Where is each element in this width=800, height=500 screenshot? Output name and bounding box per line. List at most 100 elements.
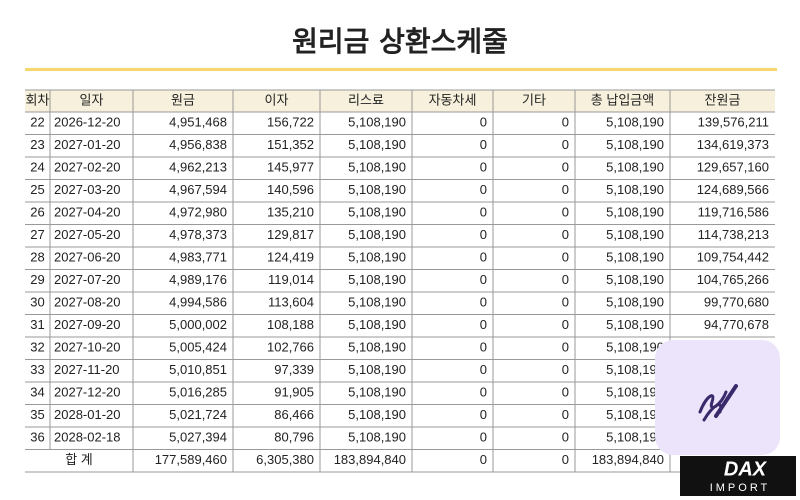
- cell: 5,027,394: [169, 430, 227, 445]
- cell: 2027-03-20: [54, 182, 121, 197]
- cell: 5,108,190: [348, 250, 406, 265]
- cell: 0: [480, 227, 487, 242]
- cell: 0: [562, 362, 569, 377]
- cell: 24: [30, 160, 44, 175]
- column-header: 리스료: [348, 92, 384, 107]
- cell: 0: [562, 295, 569, 310]
- cell: 2028-02-18: [54, 430, 121, 445]
- header-bg: [25, 90, 775, 112]
- cell: 31: [30, 317, 44, 332]
- cell: 5,000,002: [169, 317, 227, 332]
- cell: 5,108,190: [606, 340, 664, 355]
- cell: 2027-10-20: [54, 340, 121, 355]
- cell: 0: [562, 407, 569, 422]
- cell: 26: [30, 205, 44, 220]
- cell: 5,108,190: [606, 272, 664, 287]
- cell: 2027-04-20: [54, 205, 121, 220]
- cell: 5,108,190: [606, 317, 664, 332]
- cell: 5,016,285: [169, 385, 227, 400]
- cell: 91,905: [274, 385, 314, 400]
- cell: 97,339: [274, 362, 314, 377]
- cell: 2027-07-20: [54, 272, 121, 287]
- cell: 2027-05-20: [54, 227, 121, 242]
- total-label: 합 계: [65, 452, 93, 467]
- cell: 145,977: [267, 160, 314, 175]
- cell: 183,894,840: [334, 452, 406, 467]
- cell: 2027-01-20: [54, 137, 121, 152]
- column-header: 총 납입금액: [591, 92, 654, 107]
- logo-brand: DAX: [724, 458, 768, 480]
- cell: 0: [562, 317, 569, 332]
- cell: 151,352: [267, 137, 314, 152]
- cell: 2027-02-20: [54, 160, 121, 175]
- cell: 36: [30, 430, 44, 445]
- cell: 0: [480, 340, 487, 355]
- cell: 5,108,190: [606, 182, 664, 197]
- cell: 0: [562, 227, 569, 242]
- cell: 139,576,211: [698, 115, 769, 130]
- cell: 0: [480, 137, 487, 152]
- cell: 0: [480, 407, 487, 422]
- cell: 2028-01-20: [54, 407, 121, 422]
- cell: 119,716,586: [698, 205, 769, 220]
- cell: 135,210: [267, 205, 314, 220]
- cell: 5,108,190: [348, 227, 406, 242]
- cell: 5,108,190: [348, 272, 406, 287]
- cell: 0: [480, 295, 487, 310]
- cell: 108,188: [267, 317, 314, 332]
- cell: 5,108,190: [606, 407, 664, 422]
- cell: 0: [480, 182, 487, 197]
- cell: 5,108,190: [348, 205, 406, 220]
- cell: 5,108,190: [606, 227, 664, 242]
- edit-badge[interactable]: [655, 340, 780, 455]
- cell: 4,983,771: [169, 250, 227, 265]
- cell: 5,108,190: [606, 295, 664, 310]
- cell: 5,108,190: [348, 340, 406, 355]
- title-rule: [25, 68, 777, 71]
- cell: 4,962,213: [169, 160, 227, 175]
- column-header: 회차: [26, 92, 50, 107]
- column-header: 일자: [80, 92, 104, 107]
- cell: 29: [30, 272, 44, 287]
- cell: 0: [480, 115, 487, 130]
- cell: 5,108,190: [606, 430, 664, 445]
- cell: 102,766: [267, 340, 314, 355]
- cell: 2027-11-20: [54, 362, 120, 377]
- cell: 0: [562, 272, 569, 287]
- cell: 0: [562, 160, 569, 175]
- cell: 177,589,460: [155, 452, 227, 467]
- cell: 0: [480, 385, 487, 400]
- cell: 5,108,190: [348, 137, 406, 152]
- cell: 28: [30, 250, 44, 265]
- cell: 5,108,190: [606, 385, 664, 400]
- cell: 4,994,586: [169, 295, 227, 310]
- cell: 129,657,160: [697, 160, 769, 175]
- cell: 4,967,594: [169, 182, 227, 197]
- cell: 114,738,213: [698, 227, 769, 242]
- column-header: 자동차세: [429, 92, 477, 107]
- cell: 0: [562, 182, 569, 197]
- cell: 129,817: [267, 227, 314, 242]
- cell: 5,010,851: [169, 362, 227, 377]
- cell: 0: [562, 430, 569, 445]
- cell: 2027-12-20: [54, 385, 121, 400]
- cell: 0: [562, 452, 569, 467]
- cell: 80,796: [274, 430, 314, 445]
- cell: 5,108,190: [606, 115, 664, 130]
- cell: 0: [480, 272, 487, 287]
- cell: 0: [562, 115, 569, 130]
- column-header: 잔원금: [705, 92, 741, 107]
- cell: 0: [480, 452, 487, 467]
- cell: 0: [562, 137, 569, 152]
- logo-box: [680, 456, 796, 496]
- cell: 27: [30, 227, 44, 242]
- cell: 6,305,380: [256, 452, 314, 467]
- cell: 109,754,442: [697, 250, 769, 265]
- cell: 86,466: [274, 407, 314, 422]
- cell: 140,596: [267, 182, 314, 197]
- cell: 0: [480, 250, 487, 265]
- cell: 22: [30, 115, 44, 130]
- cell: 5,108,190: [348, 115, 406, 130]
- cell: 5,108,190: [348, 317, 406, 332]
